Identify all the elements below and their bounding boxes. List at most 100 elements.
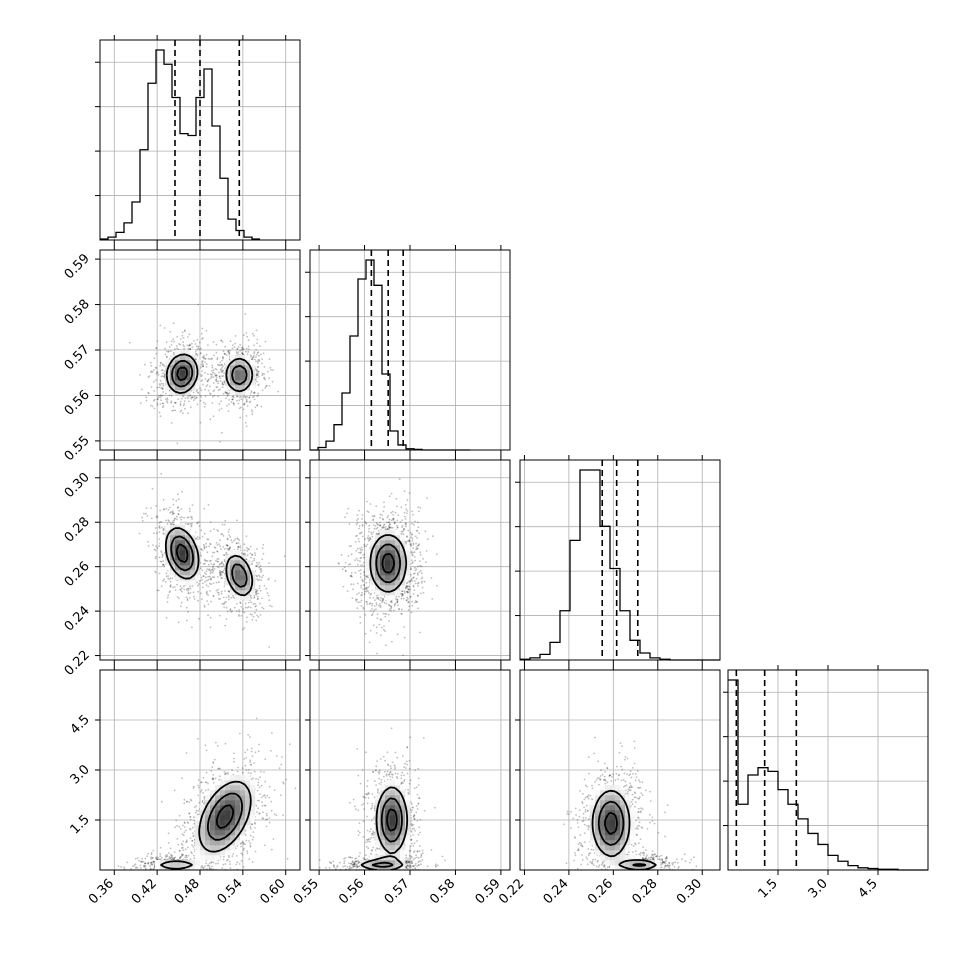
- scatter-point: [396, 599, 399, 601]
- density-cell: [240, 575, 246, 581]
- scatter-point: [357, 563, 359, 566]
- scatter-point: [397, 526, 399, 529]
- scatter-point: [226, 392, 229, 395]
- scatter-point: [169, 584, 172, 586]
- scatter-point: [431, 598, 434, 600]
- scatter-point: [203, 405, 206, 408]
- scatter-point: [182, 412, 184, 415]
- scatter-point: [384, 526, 387, 528]
- scatter-point: [413, 523, 415, 526]
- scatter-point: [162, 528, 165, 530]
- scatter-point: [229, 536, 232, 538]
- scatter-point: [365, 522, 367, 524]
- scatter-point: [251, 413, 254, 416]
- density-cell: [235, 365, 241, 371]
- scatter-point: [189, 510, 191, 513]
- scatter-panel-2-0: [95, 455, 301, 665]
- scatter-point: [169, 522, 172, 525]
- scatter-point: [365, 587, 368, 590]
- scatter-point: [382, 524, 385, 526]
- scatter-point: [407, 609, 410, 611]
- density-cell: [235, 560, 241, 566]
- scatter-point: [211, 366, 214, 369]
- scatter-point: [372, 597, 375, 599]
- scatter-point: [185, 596, 188, 598]
- scatter-point: [232, 398, 234, 401]
- scatter-point: [407, 529, 410, 532]
- scatter-point: [371, 515, 374, 517]
- scatter-point: [198, 537, 201, 539]
- scatter-point: [206, 579, 208, 582]
- scatter-point: [203, 401, 205, 404]
- scatter-point: [221, 561, 224, 564]
- scatter-point: [209, 530, 212, 532]
- density-cell: [180, 385, 186, 391]
- scatter-point: [252, 603, 255, 605]
- scatter-point: [156, 547, 159, 549]
- scatter-point: [360, 531, 363, 534]
- scatter-point: [358, 532, 361, 535]
- scatter-point: [218, 375, 221, 377]
- scatter-point: [155, 347, 158, 350]
- scatter-point: [239, 545, 242, 547]
- scatter-point: [391, 510, 394, 513]
- scatter-point: [208, 569, 210, 571]
- scatter-point: [200, 380, 203, 383]
- scatter-point: [162, 564, 164, 566]
- density-cell: [390, 590, 396, 596]
- scatter-point: [178, 509, 181, 512]
- scatter-point: [406, 535, 408, 538]
- scatter-point: [185, 606, 188, 609]
- scatter-point: [410, 545, 413, 547]
- scatter-point: [411, 533, 413, 535]
- scatter-point: [158, 538, 161, 540]
- scatter-point: [162, 383, 165, 385]
- scatter-point: [213, 563, 216, 565]
- scatter-point: [220, 364, 223, 366]
- scatter-point: [183, 400, 186, 402]
- scatter-point: [217, 382, 220, 385]
- scatter-point: [156, 371, 159, 373]
- scatter-point: [251, 411, 254, 413]
- scatter-point: [370, 592, 372, 595]
- scatter-point: [365, 581, 368, 584]
- scatter-point: [373, 515, 376, 517]
- scatter-point: [257, 384, 260, 387]
- scatter-point: [203, 604, 206, 607]
- scatter-point: [166, 596, 169, 599]
- scatter-point: [363, 593, 366, 595]
- scatter-point: [404, 587, 407, 589]
- scatter-point: [413, 572, 416, 575]
- density-cell: [240, 570, 246, 576]
- scatter-point: [364, 590, 367, 593]
- density-cell: [180, 570, 186, 576]
- scatter-point: [236, 352, 238, 355]
- scatter-point: [196, 388, 199, 391]
- density-cell: [240, 355, 246, 361]
- panel-content: [337, 478, 438, 657]
- scatter-point: [414, 520, 416, 523]
- scatter-point: [206, 600, 209, 602]
- scatter-point: [245, 347, 248, 350]
- scatter-point: [174, 401, 177, 404]
- scatter-point: [162, 560, 165, 562]
- density-cell: [175, 380, 181, 386]
- scatter-point: [221, 341, 224, 343]
- scatter-point: [256, 351, 259, 354]
- scatter-point: [150, 386, 153, 388]
- scatter-point: [233, 752, 235, 755]
- scatter-point: [378, 604, 380, 607]
- scatter-point: [160, 561, 163, 563]
- density-cell: [375, 545, 381, 551]
- scatter-point: [380, 596, 382, 599]
- scatter-point: [160, 472, 163, 475]
- density-cell: [375, 535, 381, 541]
- scatter-point: [238, 396, 241, 398]
- density-cell: [405, 555, 411, 561]
- scatter-point: [254, 605, 257, 608]
- scatter-point: [401, 593, 404, 595]
- scatter-point: [190, 396, 193, 399]
- scatter-point: [253, 559, 256, 562]
- scatter-point: [255, 369, 258, 372]
- density-cell: [390, 530, 396, 536]
